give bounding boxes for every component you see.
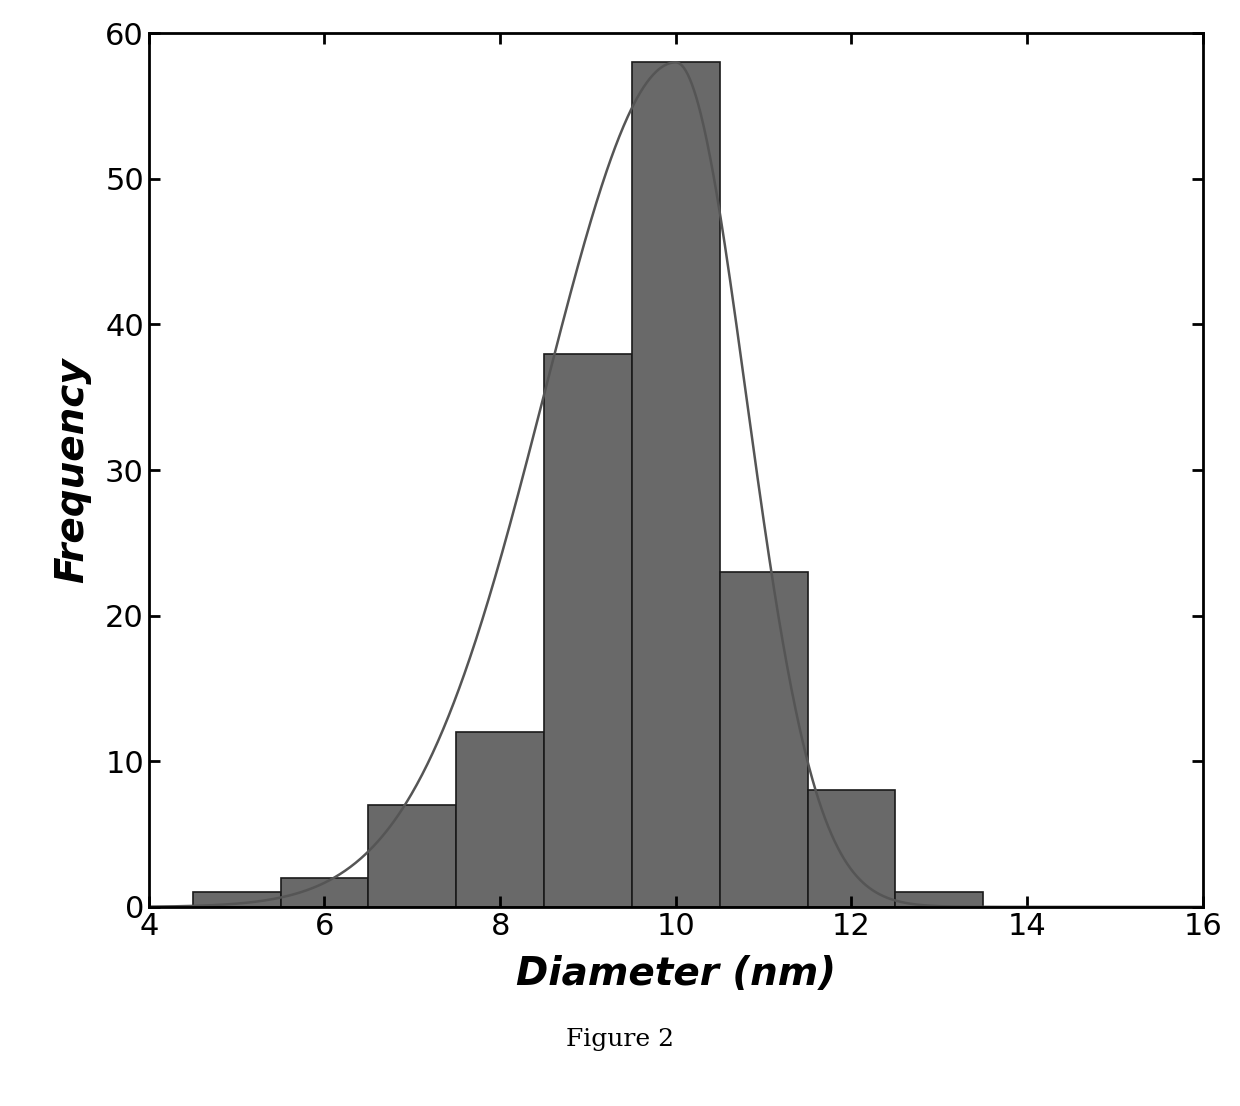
Bar [280,878,368,907]
Bar [192,893,280,907]
Bar [807,791,895,907]
Bar [368,805,456,907]
Bar [544,354,632,907]
Text: Figure 2: Figure 2 [565,1029,675,1051]
Bar [632,62,719,907]
Bar [719,572,807,907]
Bar [895,893,983,907]
Y-axis label: Frequency: Frequency [53,357,92,583]
X-axis label: Diameter (nm): Diameter (nm) [516,954,836,993]
Bar [456,732,544,907]
